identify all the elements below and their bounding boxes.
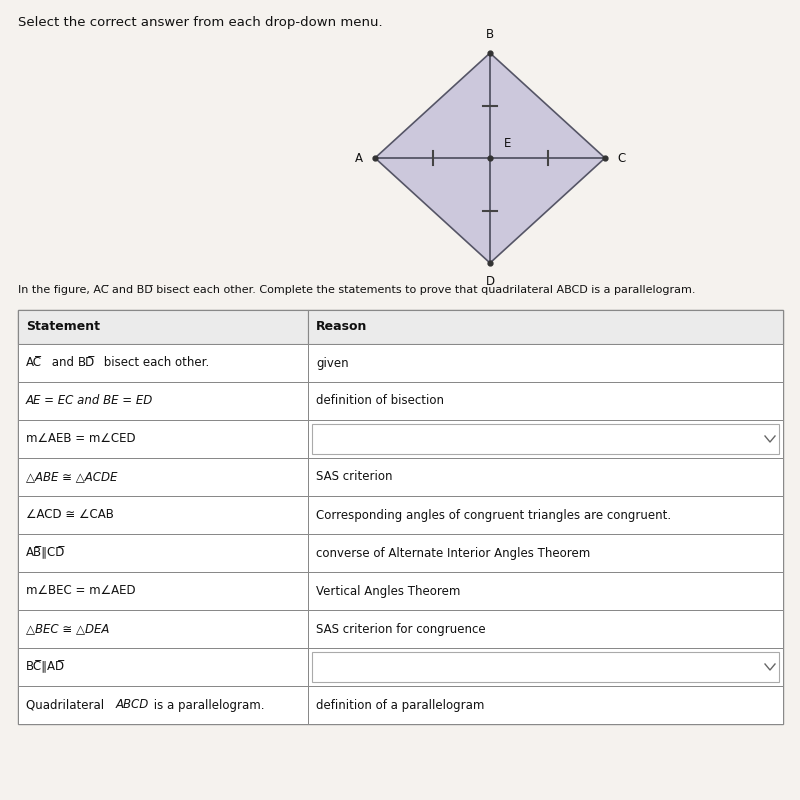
Polygon shape [375,53,605,263]
Text: B: B [486,28,494,41]
Text: converse of Alternate Interior Angles Theorem: converse of Alternate Interior Angles Th… [316,546,590,559]
FancyBboxPatch shape [18,686,308,724]
FancyBboxPatch shape [18,344,308,382]
Text: is a parallelogram.: is a parallelogram. [150,698,265,711]
FancyBboxPatch shape [308,344,783,382]
Text: ∠ACD ≅ ∠CAB: ∠ACD ≅ ∠CAB [26,509,114,522]
FancyBboxPatch shape [308,310,783,344]
FancyBboxPatch shape [308,458,783,496]
FancyBboxPatch shape [18,610,308,648]
FancyBboxPatch shape [308,648,783,686]
Text: △BEC ≅ △DEA: △BEC ≅ △DEA [26,622,110,635]
FancyBboxPatch shape [18,572,308,610]
FancyBboxPatch shape [308,610,783,648]
Text: definition of bisection: definition of bisection [316,394,444,407]
FancyBboxPatch shape [312,652,779,682]
Text: AB̅∥CD̅: AB̅∥CD̅ [26,546,66,559]
FancyBboxPatch shape [18,420,308,458]
FancyBboxPatch shape [18,382,308,420]
FancyBboxPatch shape [18,648,308,686]
Text: SAS criterion for congruence: SAS criterion for congruence [316,622,486,635]
Text: ABCD: ABCD [116,698,150,711]
FancyBboxPatch shape [312,424,779,454]
Text: E: E [504,137,511,150]
Text: Vertical Angles Theorem: Vertical Angles Theorem [316,585,460,598]
Text: m∠AEB = m∠CED: m∠AEB = m∠CED [26,433,136,446]
Text: Corresponding angles of congruent triangles are congruent.: Corresponding angles of congruent triang… [316,509,671,522]
Text: and: and [48,357,78,370]
Text: A: A [355,151,363,165]
Text: In the figure, AC̅ and BD̅ bisect each other. Complete the statements to prove t: In the figure, AC̅ and BD̅ bisect each o… [18,285,695,295]
Text: definition of a parallelogram: definition of a parallelogram [316,698,484,711]
Text: △ABE ≅ △ACDE: △ABE ≅ △ACDE [26,470,118,483]
FancyBboxPatch shape [308,686,783,724]
Text: given: given [316,357,349,370]
FancyBboxPatch shape [308,496,783,534]
Text: D: D [486,275,494,288]
Text: AE = EC and BE = ED: AE = EC and BE = ED [26,394,154,407]
FancyBboxPatch shape [18,310,783,724]
FancyBboxPatch shape [18,534,308,572]
Text: SAS criterion: SAS criterion [316,470,393,483]
Text: Select the correct answer from each drop-down menu.: Select the correct answer from each drop… [18,16,382,29]
Text: Quadrilateral: Quadrilateral [26,698,108,711]
Text: AC̅: AC̅ [26,357,42,370]
Text: C: C [617,151,626,165]
FancyBboxPatch shape [308,382,783,420]
FancyBboxPatch shape [18,310,308,344]
FancyBboxPatch shape [18,496,308,534]
Text: Statement: Statement [26,321,100,334]
FancyBboxPatch shape [308,534,783,572]
FancyBboxPatch shape [18,458,308,496]
Text: Reason: Reason [316,321,367,334]
Text: bisect each other.: bisect each other. [100,357,210,370]
Text: BC̅∥AD̅: BC̅∥AD̅ [26,661,65,674]
Text: m∠BEC = m∠AED: m∠BEC = m∠AED [26,585,136,598]
FancyBboxPatch shape [308,572,783,610]
FancyBboxPatch shape [308,420,783,458]
Text: BD̅: BD̅ [78,357,95,370]
